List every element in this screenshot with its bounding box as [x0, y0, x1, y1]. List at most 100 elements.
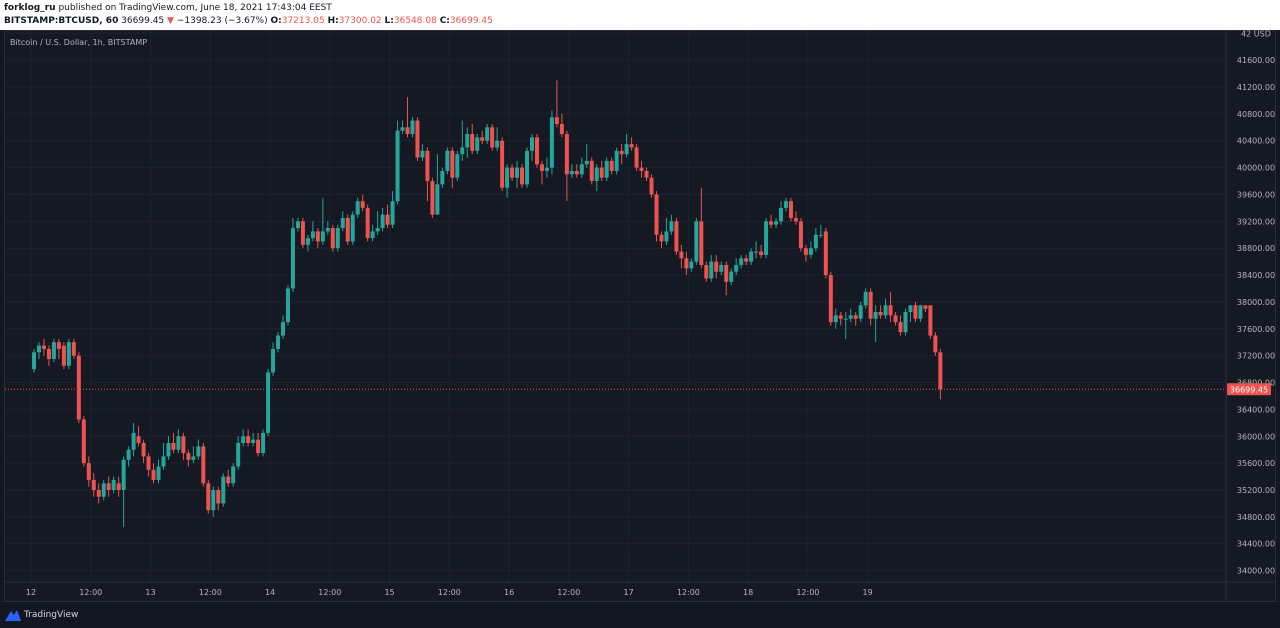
candle-body[interactable]: [883, 305, 888, 316]
candle-body[interactable]: [714, 261, 719, 272]
candle-body[interactable]: [410, 120, 415, 135]
candle-body[interactable]: [614, 150, 619, 171]
candle-body[interactable]: [71, 342, 76, 356]
candle-body[interactable]: [256, 439, 261, 454]
candle-body[interactable]: [574, 170, 579, 175]
candle-body[interactable]: [221, 476, 226, 504]
candle-body[interactable]: [833, 315, 838, 323]
candle-body[interactable]: [938, 352, 943, 390]
candle-body[interactable]: [126, 449, 131, 460]
candle-body[interactable]: [141, 442, 146, 457]
candle-body[interactable]: [320, 231, 325, 242]
candle-body[interactable]: [166, 442, 171, 457]
candle-body[interactable]: [370, 231, 375, 239]
tradingview-logo-icon[interactable]: [5, 609, 21, 621]
candle-body[interactable]: [81, 419, 86, 464]
footer-brand[interactable]: TradingView: [24, 610, 79, 620]
candle-body[interactable]: [465, 134, 470, 148]
candle-body[interactable]: [520, 167, 525, 185]
candle-body[interactable]: [375, 228, 380, 232]
candle-body[interactable]: [908, 305, 913, 313]
candle-body[interactable]: [101, 483, 106, 497]
candle-body[interactable]: [803, 248, 808, 255]
candle-body[interactable]: [440, 170, 445, 185]
candle-body[interactable]: [295, 221, 300, 229]
candle-body[interactable]: [305, 238, 310, 245]
candle-body[interactable]: [470, 134, 475, 151]
candle-body[interactable]: [594, 167, 599, 182]
candle-body[interactable]: [365, 207, 370, 239]
candle-body[interactable]: [355, 201, 360, 215]
candle-body[interactable]: [216, 490, 221, 504]
candle-body[interactable]: [415, 120, 420, 158]
candle-body[interactable]: [96, 490, 101, 497]
candle-body[interactable]: [46, 348, 51, 360]
candle-body[interactable]: [285, 288, 290, 323]
candle-body[interactable]: [171, 442, 176, 450]
candle-body[interactable]: [226, 476, 231, 484]
candle-body[interactable]: [485, 127, 490, 141]
candle-body[interactable]: [913, 305, 918, 319]
candle-body[interactable]: [510, 167, 515, 178]
candle-body[interactable]: [579, 164, 584, 175]
candle-body[interactable]: [903, 312, 908, 333]
candle-body[interactable]: [734, 264, 739, 272]
candle-body[interactable]: [868, 291, 873, 319]
candle-body[interactable]: [739, 258, 744, 265]
candle-body[interactable]: [863, 291, 868, 306]
candle-body[interactable]: [818, 234, 823, 236]
candle-body[interactable]: [340, 217, 345, 229]
candle-body[interactable]: [679, 251, 684, 259]
candle-body[interactable]: [251, 439, 256, 443]
candle-body[interactable]: [450, 150, 455, 178]
candle-body[interactable]: [923, 305, 928, 309]
candle-body[interactable]: [480, 137, 485, 141]
candle-body[interactable]: [729, 271, 734, 282]
candle-body[interactable]: [261, 432, 266, 454]
candle-body[interactable]: [430, 181, 435, 215]
candle-body[interactable]: [490, 127, 495, 148]
candle-body[interactable]: [32, 352, 36, 370]
candle-body[interactable]: [808, 248, 813, 255]
candle-body[interactable]: [276, 335, 281, 349]
candle-body[interactable]: [559, 123, 564, 135]
candle-body[interactable]: [928, 305, 933, 336]
candle-body[interactable]: [639, 167, 644, 171]
candle-body[interactable]: [858, 305, 863, 319]
candle-body[interactable]: [604, 160, 609, 178]
candle-body[interactable]: [878, 312, 883, 316]
candle-body[interactable]: [310, 231, 315, 239]
candle-body[interactable]: [644, 170, 649, 178]
candle-body[interactable]: [241, 436, 246, 443]
candle-body[interactable]: [674, 221, 679, 252]
candle-body[interactable]: [151, 469, 156, 480]
candle-body[interactable]: [176, 436, 181, 450]
candle-body[interactable]: [783, 201, 788, 208]
candle-body[interactable]: [530, 137, 534, 151]
candle-body[interactable]: [405, 127, 410, 135]
candle-body[interactable]: [544, 167, 549, 171]
candle-body[interactable]: [246, 436, 251, 443]
candle-body[interactable]: [838, 315, 843, 319]
candle-body[interactable]: [873, 312, 878, 319]
candle-body[interactable]: [156, 466, 161, 480]
candle-body[interactable]: [281, 322, 285, 336]
candle-body[interactable]: [231, 466, 236, 484]
candle-body[interactable]: [505, 167, 510, 188]
candle-body[interactable]: [649, 177, 654, 195]
candle-body[interactable]: [61, 345, 66, 366]
candle-body[interactable]: [271, 348, 276, 373]
candle-body[interactable]: [475, 137, 480, 151]
candle-body[interactable]: [460, 147, 465, 155]
candle-body[interactable]: [425, 150, 430, 182]
candle-body[interactable]: [420, 150, 425, 158]
candle-body[interactable]: [206, 483, 211, 511]
candle-body[interactable]: [719, 264, 724, 272]
candle-body[interactable]: [36, 345, 41, 353]
chart-pane[interactable]: [4, 30, 1276, 602]
candle-body[interactable]: [769, 221, 774, 225]
candle-body[interactable]: [525, 150, 530, 185]
candle-body[interactable]: [315, 231, 320, 242]
candle-body[interactable]: [395, 130, 400, 202]
candle-body[interactable]: [121, 459, 126, 491]
